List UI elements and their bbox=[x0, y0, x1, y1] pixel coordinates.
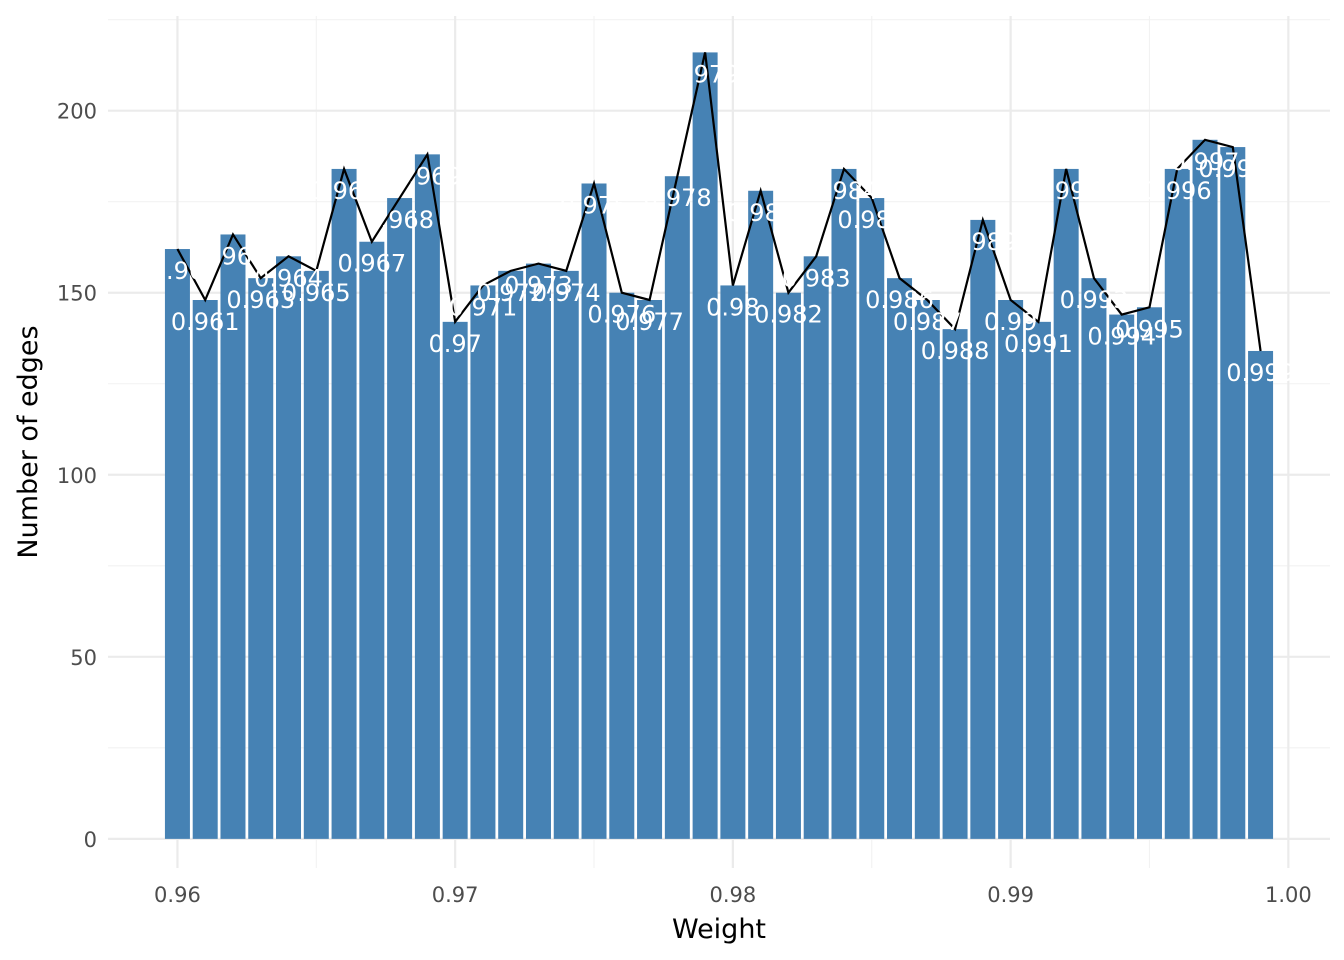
bar-label: 0.968 bbox=[365, 206, 434, 234]
bar-label: 0.989 bbox=[948, 228, 1017, 256]
bar-label: 0.986 bbox=[865, 286, 934, 314]
bar bbox=[748, 190, 774, 839]
bar-label: 0.999 bbox=[1226, 359, 1295, 387]
bar bbox=[720, 285, 746, 839]
x-tick-label: 0.98 bbox=[710, 883, 757, 907]
bar-label: 0.998 bbox=[1198, 155, 1267, 183]
bar bbox=[581, 183, 607, 839]
bar bbox=[414, 154, 440, 839]
bar bbox=[1192, 139, 1218, 839]
bar-label: 0.966 bbox=[310, 177, 379, 205]
bar bbox=[692, 52, 718, 839]
bar-label: 0.961 bbox=[171, 308, 240, 336]
bar-label: 0.991 bbox=[1004, 330, 1073, 358]
bar bbox=[248, 278, 274, 839]
bar bbox=[164, 249, 190, 839]
bar bbox=[1248, 350, 1274, 839]
bar-label: 0.965 bbox=[282, 279, 351, 307]
bar-label: 0.976 bbox=[587, 301, 656, 329]
bar bbox=[831, 168, 857, 839]
bar bbox=[1164, 168, 1190, 839]
trend-line bbox=[176, 52, 1262, 352]
x-tick-label: 0.97 bbox=[432, 883, 479, 907]
bar-label: 0.981 bbox=[726, 199, 795, 227]
bar bbox=[276, 256, 302, 839]
bar bbox=[220, 234, 246, 839]
bar-label: 0.977 bbox=[615, 308, 684, 336]
y-tick-label: 50 bbox=[70, 646, 97, 670]
bar-label: 0.974 bbox=[532, 279, 601, 307]
bar-label: 0.995 bbox=[1115, 315, 1184, 343]
x-tick-label: 1.00 bbox=[1265, 883, 1312, 907]
bar-label: 0.99 bbox=[984, 308, 1037, 336]
y-axis-title: Number of edges bbox=[13, 325, 44, 558]
bar bbox=[359, 241, 385, 839]
bar bbox=[1220, 147, 1246, 839]
bars bbox=[164, 52, 1274, 839]
bar-label: 0.967 bbox=[337, 250, 406, 278]
y-tick-labels: 0 50 100 150 200 bbox=[57, 100, 97, 852]
bar-label: 0.962 bbox=[199, 242, 268, 270]
bar bbox=[1025, 321, 1051, 839]
bar-label: 0.988 bbox=[921, 337, 990, 365]
bar bbox=[775, 292, 801, 839]
y-tick-label: 100 bbox=[57, 464, 97, 488]
bar-label: 0.973 bbox=[504, 272, 573, 300]
y-tick-label: 150 bbox=[57, 282, 97, 306]
bar-label: 0.997 bbox=[1171, 148, 1240, 176]
bar-label: 0.982 bbox=[754, 301, 823, 329]
bar-label: 0.996 bbox=[1143, 177, 1212, 205]
bar-label: 0.964 bbox=[254, 264, 323, 292]
bar-label: 0.975 bbox=[560, 191, 629, 219]
bar bbox=[442, 321, 468, 839]
x-axis-title: Weight bbox=[672, 914, 766, 945]
bar bbox=[664, 176, 690, 839]
bar bbox=[331, 168, 357, 839]
bar bbox=[609, 292, 635, 839]
bar-label: 0.985 bbox=[837, 206, 906, 234]
bar-label: 0.97 bbox=[428, 330, 481, 358]
bar bbox=[942, 329, 968, 839]
bar-label: 0.992 bbox=[1032, 177, 1101, 205]
bar bbox=[498, 270, 524, 839]
bar bbox=[525, 263, 551, 839]
x-tick-label: 0.96 bbox=[154, 883, 201, 907]
bar bbox=[1081, 278, 1107, 839]
bar bbox=[970, 219, 996, 839]
bar bbox=[998, 300, 1024, 839]
bar bbox=[470, 285, 496, 839]
bar-label: 0.994 bbox=[1087, 323, 1156, 351]
bar bbox=[1053, 168, 1079, 839]
bar-label: 0.979 bbox=[671, 60, 740, 88]
bar bbox=[803, 256, 829, 839]
bar bbox=[1109, 314, 1135, 839]
bar-label: 0.984 bbox=[810, 177, 879, 205]
bar-label: 0.96 bbox=[151, 257, 204, 285]
bar-label: 0.972 bbox=[476, 279, 545, 307]
bar-label: 0.987 bbox=[893, 308, 962, 336]
bar bbox=[1136, 307, 1162, 839]
bar bbox=[914, 300, 940, 839]
bar-label: 0.969 bbox=[393, 162, 462, 190]
bar bbox=[859, 198, 885, 839]
bar-label: 0.983 bbox=[782, 264, 851, 292]
y-tick-label: 0 bbox=[84, 828, 97, 852]
bar-label: 0.963 bbox=[226, 286, 295, 314]
x-tick-label: 0.99 bbox=[987, 883, 1034, 907]
bar-label: 0.993 bbox=[1060, 286, 1129, 314]
bar bbox=[637, 300, 663, 839]
bar bbox=[387, 198, 413, 839]
y-tick-label: 200 bbox=[57, 100, 97, 124]
bar-label: 0.971 bbox=[449, 293, 518, 321]
bar-label: 0.978 bbox=[643, 184, 712, 212]
bar bbox=[553, 270, 579, 839]
bar bbox=[887, 278, 913, 839]
bar bbox=[192, 300, 218, 839]
bar bbox=[303, 270, 329, 839]
x-tick-labels: 0.96 0.97 0.98 0.99 1.00 bbox=[154, 883, 1312, 907]
bar-label: 0.98 bbox=[706, 293, 759, 321]
